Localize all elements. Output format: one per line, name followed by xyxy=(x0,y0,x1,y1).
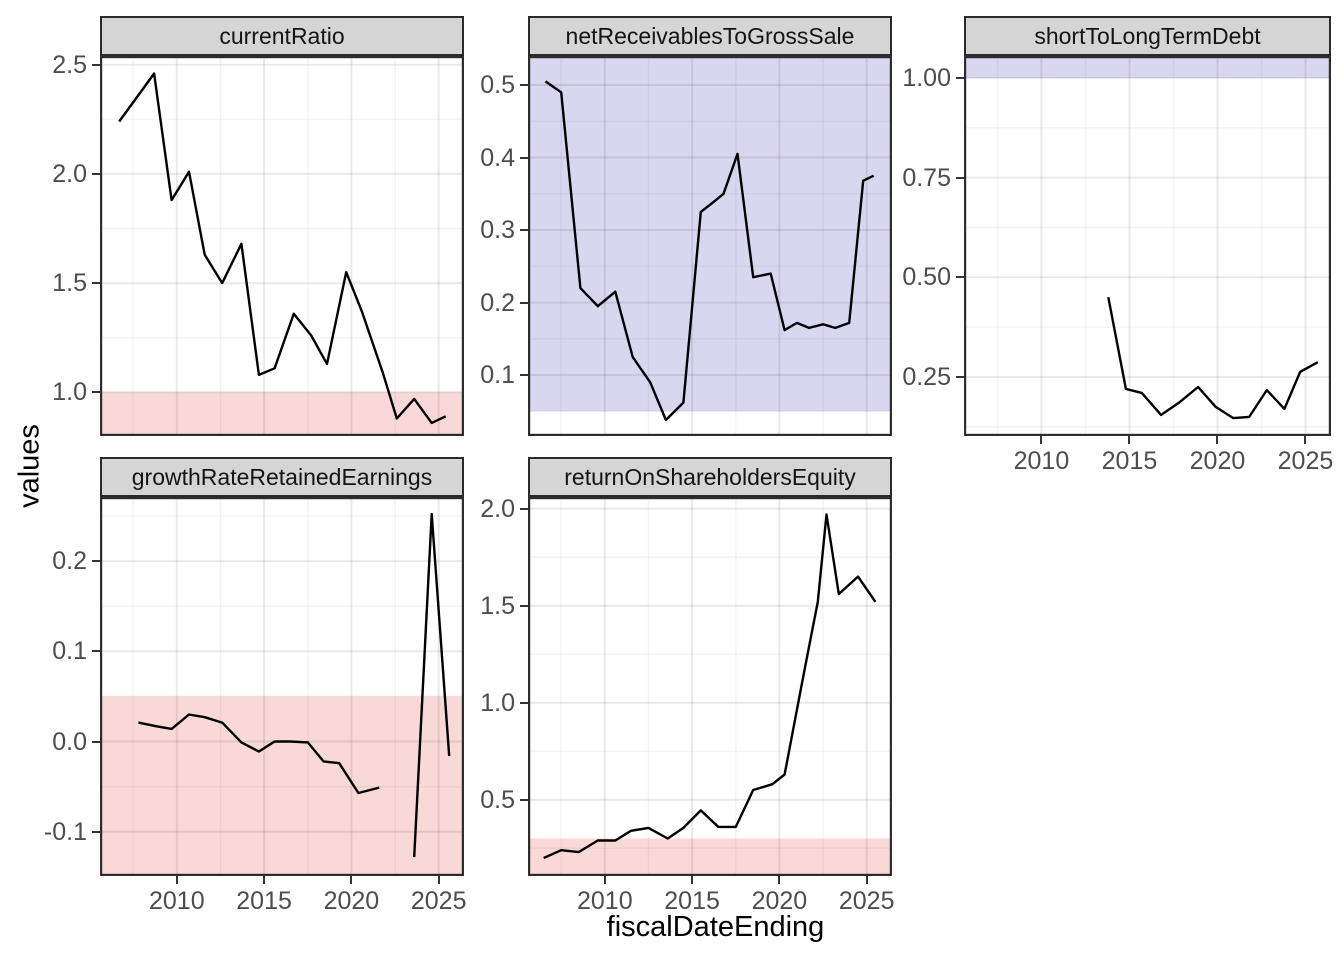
facet-strip-label: currentRatio xyxy=(219,22,345,49)
x-tick-label: 2010 xyxy=(1013,447,1070,475)
facet-strip-label: returnOnShareholdersEquity xyxy=(564,463,856,490)
y-axis-title: values xyxy=(13,424,46,508)
facet-panel-currentRatio xyxy=(100,56,464,436)
y-tick-label: 0.5 xyxy=(480,785,515,814)
y-tick-label: 1.5 xyxy=(480,591,515,620)
panel-border xyxy=(528,56,892,436)
data-line xyxy=(118,72,447,425)
y-tick-mark xyxy=(520,604,528,607)
data-line xyxy=(543,513,877,860)
x-axis-title: fiscalDateEnding xyxy=(606,911,825,943)
data-line xyxy=(413,512,451,858)
y-tick-label: 0.5 xyxy=(480,71,515,99)
x-tick-mark xyxy=(1040,436,1043,444)
facet-strip-growthRateRetainedEarnings: growthRateRetainedEarnings xyxy=(100,457,464,497)
y-tick-label: 2.0 xyxy=(52,159,87,188)
x-tick-label: 2015 xyxy=(1101,447,1158,475)
facet-panel-shortToLongTermDebt xyxy=(964,56,1331,436)
data-line xyxy=(544,80,875,422)
x-tick-mark xyxy=(437,876,440,884)
data-line xyxy=(138,713,380,795)
y-tick-mark xyxy=(520,301,528,304)
facet-panel-growthRateRetainedEarnings xyxy=(100,497,464,876)
facet-strip-label: shortToLongTermDebt xyxy=(1034,22,1261,49)
y-tick-label: 0.25 xyxy=(902,362,951,391)
y-tick-label: 0.2 xyxy=(52,547,87,576)
y-tick-label: 0.50 xyxy=(902,263,951,292)
panel-border xyxy=(964,56,1331,436)
y-tick-label: 1.00 xyxy=(902,63,951,92)
y-tick-mark xyxy=(92,560,100,563)
x-tick-mark xyxy=(1216,436,1219,444)
y-tick-mark xyxy=(956,276,964,279)
y-tick-label: 2.0 xyxy=(480,494,515,523)
x-tick-label: 2020 xyxy=(751,887,808,915)
y-tick-label: 0.1 xyxy=(480,361,515,390)
facet-strip-returnOnShareholdersEquity: returnOnShareholdersEquity xyxy=(528,457,892,497)
x-tick-mark xyxy=(1128,436,1131,444)
facet-panel-returnOnShareholdersEquity xyxy=(528,497,892,876)
threshold-band xyxy=(528,838,892,876)
facet-strip-netReceivablesToGrossSale: netReceivablesToGrossSale xyxy=(528,16,892,56)
x-tick-label: 2025 xyxy=(1277,447,1334,475)
y-tick-mark xyxy=(92,830,100,833)
facet-strip-label: growthRateRetainedEarnings xyxy=(131,463,433,490)
facet-panel-netReceivablesToGrossSale xyxy=(528,56,892,436)
x-tick-mark xyxy=(263,876,266,884)
y-tick-label: 1.0 xyxy=(480,688,515,717)
y-tick-label: 0.0 xyxy=(52,727,87,756)
y-tick-mark xyxy=(520,84,528,86)
y-tick-mark xyxy=(956,375,964,378)
y-tick-mark xyxy=(520,229,528,232)
x-tick-mark xyxy=(1304,436,1307,444)
y-tick-label: -0.1 xyxy=(43,817,87,846)
x-tick-mark xyxy=(350,876,353,884)
y-tick-mark xyxy=(92,740,100,743)
y-tick-label: 1.0 xyxy=(52,378,87,407)
x-tick-label: 2025 xyxy=(410,887,467,915)
x-tick-mark xyxy=(603,876,606,884)
y-tick-mark xyxy=(956,76,964,79)
x-tick-label: 2015 xyxy=(236,887,292,915)
y-tick-label: 0.1 xyxy=(52,637,87,666)
panel-border xyxy=(100,497,464,876)
y-tick-mark xyxy=(92,391,100,394)
x-tick-mark xyxy=(175,876,178,884)
x-tick-label: 2015 xyxy=(664,887,720,915)
x-tick-label: 2025 xyxy=(838,887,895,915)
y-tick-mark xyxy=(956,176,964,179)
panel-border xyxy=(528,497,892,876)
threshold-band xyxy=(964,56,1331,78)
x-tick-label: 2020 xyxy=(323,887,380,915)
x-tick-mark xyxy=(778,876,781,884)
facet-strip-label: netReceivablesToGrossSale xyxy=(565,22,855,49)
y-tick-mark xyxy=(520,374,528,377)
panel-border xyxy=(100,56,464,436)
facet-strip-currentRatio: currentRatio xyxy=(100,16,464,56)
y-tick-mark xyxy=(520,507,528,510)
x-tick-label: 2010 xyxy=(577,887,633,915)
y-tick-label: 0.75 xyxy=(902,163,951,192)
threshold-band xyxy=(100,392,464,436)
y-tick-label: 2.5 xyxy=(52,50,87,79)
y-tick-label: 1.5 xyxy=(52,269,87,298)
x-tick-label: 2010 xyxy=(149,887,205,915)
y-tick-mark xyxy=(92,172,100,175)
y-tick-mark xyxy=(520,156,528,159)
facet-strip-shortToLongTermDebt: shortToLongTermDebt xyxy=(964,16,1331,56)
x-tick-mark xyxy=(865,876,868,884)
y-tick-mark xyxy=(520,798,528,801)
y-tick-label: 0.4 xyxy=(480,143,515,172)
y-tick-mark xyxy=(92,282,100,285)
data-line xyxy=(1107,296,1319,420)
y-tick-label: 0.3 xyxy=(480,216,515,245)
y-tick-mark xyxy=(520,701,528,704)
y-tick-mark xyxy=(92,63,100,66)
x-tick-mark xyxy=(691,876,694,884)
x-tick-label: 2020 xyxy=(1189,447,1246,475)
y-tick-label: 0.2 xyxy=(480,288,515,317)
y-tick-mark xyxy=(92,650,100,653)
threshold-band xyxy=(528,56,892,412)
